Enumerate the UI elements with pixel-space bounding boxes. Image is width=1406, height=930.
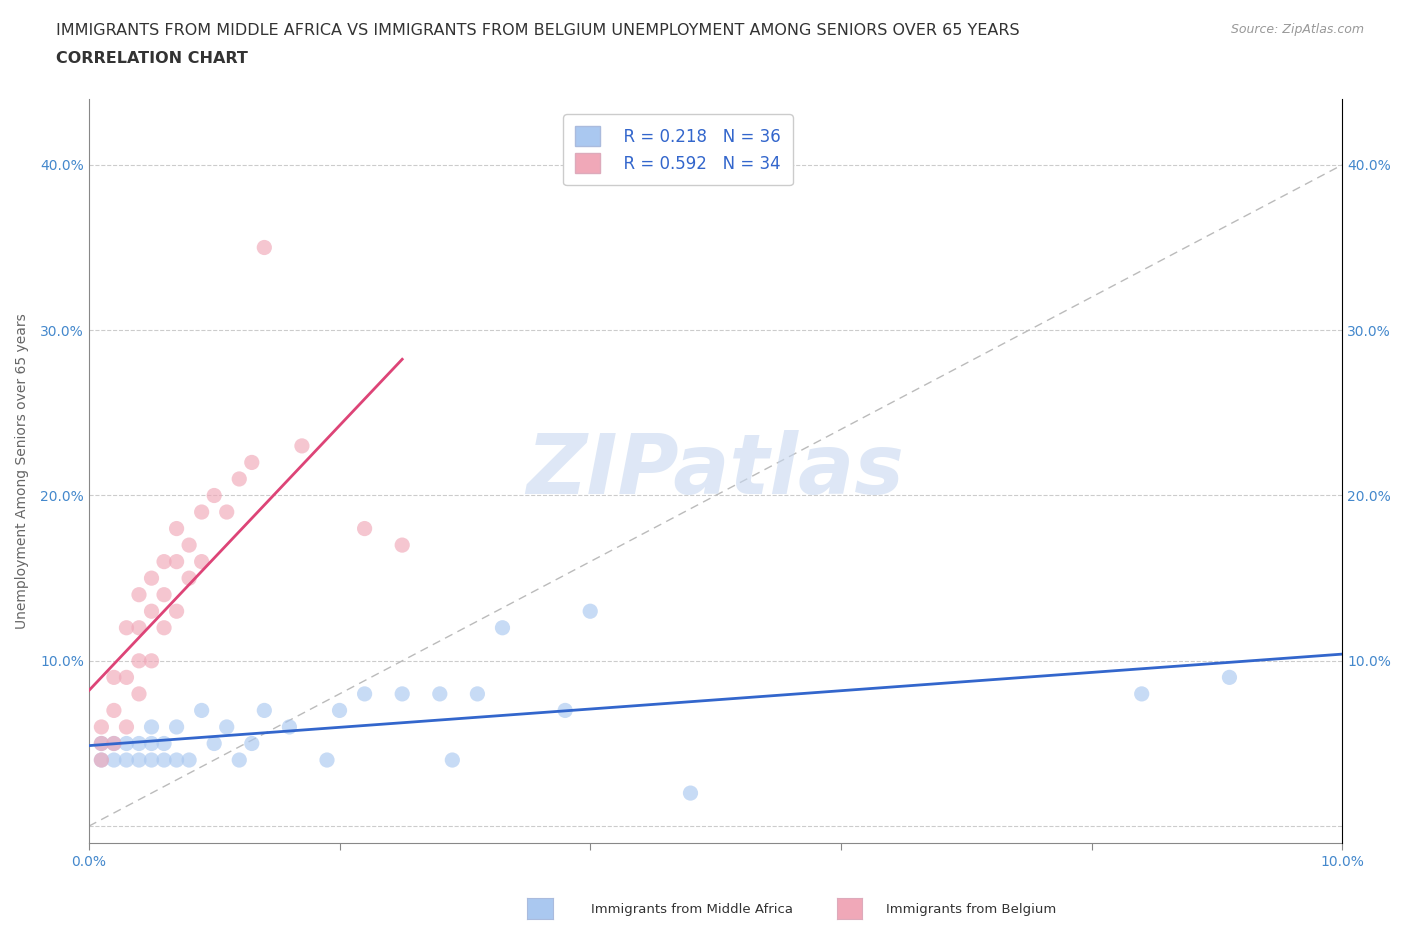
Point <box>90 736 112 751</box>
Point <box>215 505 238 520</box>
Point <box>253 703 276 718</box>
Text: ZIPatlas: ZIPatlas <box>527 431 904 512</box>
Point <box>190 703 212 718</box>
Point <box>179 752 201 767</box>
Point <box>103 752 125 767</box>
Text: Source: ZipAtlas.com: Source: ZipAtlas.com <box>1230 23 1364 36</box>
Point <box>253 240 276 255</box>
Point <box>1130 686 1153 701</box>
Point <box>328 703 350 718</box>
Point <box>240 736 263 751</box>
Point <box>429 686 451 701</box>
Point <box>353 686 375 701</box>
Point <box>115 670 138 684</box>
Point <box>491 620 513 635</box>
Point <box>202 488 225 503</box>
Point <box>202 736 225 751</box>
Point <box>141 736 163 751</box>
Point <box>153 554 176 569</box>
Point <box>90 720 112 735</box>
Point <box>141 752 163 767</box>
Point <box>115 736 138 751</box>
Point <box>90 752 112 767</box>
Point <box>128 736 150 751</box>
Point <box>190 505 212 520</box>
Legend:   R = 0.218   N = 36,   R = 0.592   N = 34: R = 0.218 N = 36, R = 0.592 N = 34 <box>564 114 793 185</box>
Text: CORRELATION CHART: CORRELATION CHART <box>56 51 247 66</box>
Point <box>291 438 314 453</box>
Point <box>128 752 150 767</box>
Point <box>554 703 576 718</box>
Text: Immigrants from Belgium: Immigrants from Belgium <box>886 903 1056 916</box>
Point <box>579 604 602 618</box>
Point <box>153 587 176 602</box>
Point <box>679 786 702 801</box>
Y-axis label: Unemployment Among Seniors over 65 years: Unemployment Among Seniors over 65 years <box>15 312 30 629</box>
Point <box>278 720 301 735</box>
Point <box>166 521 188 536</box>
Point <box>190 554 212 569</box>
Point <box>128 654 150 669</box>
Point <box>179 538 201 552</box>
Point <box>391 686 413 701</box>
Point <box>353 521 375 536</box>
Point <box>240 455 263 470</box>
Point <box>391 538 413 552</box>
Point <box>153 736 176 751</box>
Text: Immigrants from Middle Africa: Immigrants from Middle Africa <box>591 903 793 916</box>
Point <box>141 604 163 618</box>
Point <box>166 720 188 735</box>
Point <box>228 752 250 767</box>
Point <box>1218 670 1240 684</box>
Point <box>103 703 125 718</box>
Point <box>166 604 188 618</box>
Point <box>467 686 489 701</box>
Point <box>115 720 138 735</box>
Point <box>228 472 250 486</box>
Point <box>128 620 150 635</box>
Point <box>128 587 150 602</box>
Point <box>90 736 112 751</box>
Text: IMMIGRANTS FROM MIDDLE AFRICA VS IMMIGRANTS FROM BELGIUM UNEMPLOYMENT AMONG SENI: IMMIGRANTS FROM MIDDLE AFRICA VS IMMIGRA… <box>56 23 1019 38</box>
Point <box>316 752 339 767</box>
Point <box>215 720 238 735</box>
Point <box>115 620 138 635</box>
Point <box>141 720 163 735</box>
Point <box>141 654 163 669</box>
Point <box>115 752 138 767</box>
Point <box>441 752 464 767</box>
Point <box>103 736 125 751</box>
Point <box>141 571 163 586</box>
Point <box>179 571 201 586</box>
Point <box>166 554 188 569</box>
Point <box>166 752 188 767</box>
Point <box>90 752 112 767</box>
Point <box>103 670 125 684</box>
Point <box>153 620 176 635</box>
Point <box>128 686 150 701</box>
Point <box>153 752 176 767</box>
Point <box>103 736 125 751</box>
